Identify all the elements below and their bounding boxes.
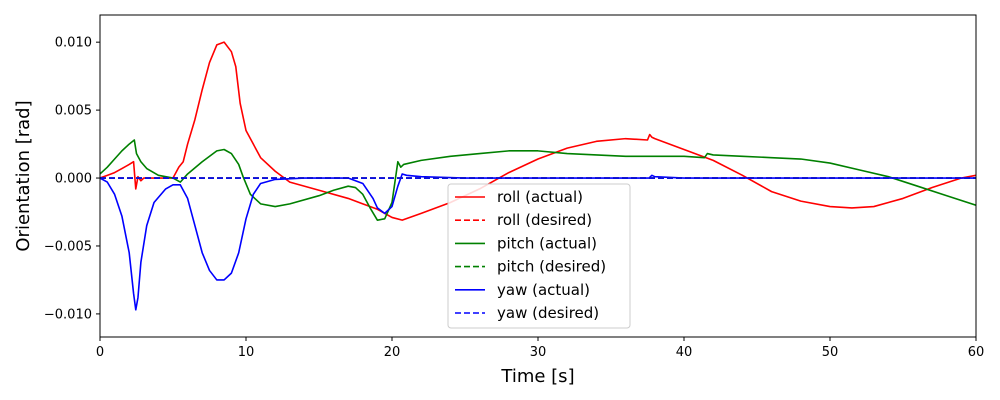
- y-tick-label: 0.010: [55, 36, 92, 51]
- legend-label-pitch-desired: pitch (desired): [497, 258, 606, 276]
- y-tick-label: −0.010: [44, 307, 92, 322]
- legend-box: [447, 183, 631, 329]
- y-axis-label: Orientation [rad]: [13, 100, 34, 251]
- y-tick-label: 0.005: [55, 104, 92, 119]
- legend-label-roll-actual: roll (actual): [497, 188, 583, 206]
- x-tick-label: 0: [96, 345, 104, 360]
- series-line-pitch-actual: [100, 139, 976, 221]
- x-tick-label: 30: [530, 345, 547, 360]
- y-axis: 0.010 0.005 0.000 −0.005 −0.010: [44, 36, 100, 322]
- legend-label-yaw-desired: yaw (desired): [497, 304, 599, 322]
- y-tick-label: −0.005: [44, 239, 92, 254]
- series-layer: [100, 41, 976, 311]
- legend-label-yaw-actual: yaw (actual): [497, 281, 590, 299]
- legend: roll (actual) roll (desired) pitch (actual…: [447, 183, 631, 329]
- x-tick-label: 60: [968, 345, 985, 360]
- legend-label-pitch-actual: pitch (actual): [497, 234, 597, 252]
- x-axis-label: Time [s]: [500, 366, 574, 387]
- x-tick-label: 50: [822, 345, 839, 360]
- x-tick-label: 10: [238, 345, 255, 360]
- x-tick-label: 40: [676, 345, 693, 360]
- legend-label-roll-desired: roll (desired): [497, 211, 592, 229]
- y-tick-label: 0.000: [55, 172, 92, 187]
- x-axis: 0 10 20 30 40 50 60: [96, 337, 984, 360]
- x-tick-label: 20: [384, 345, 401, 360]
